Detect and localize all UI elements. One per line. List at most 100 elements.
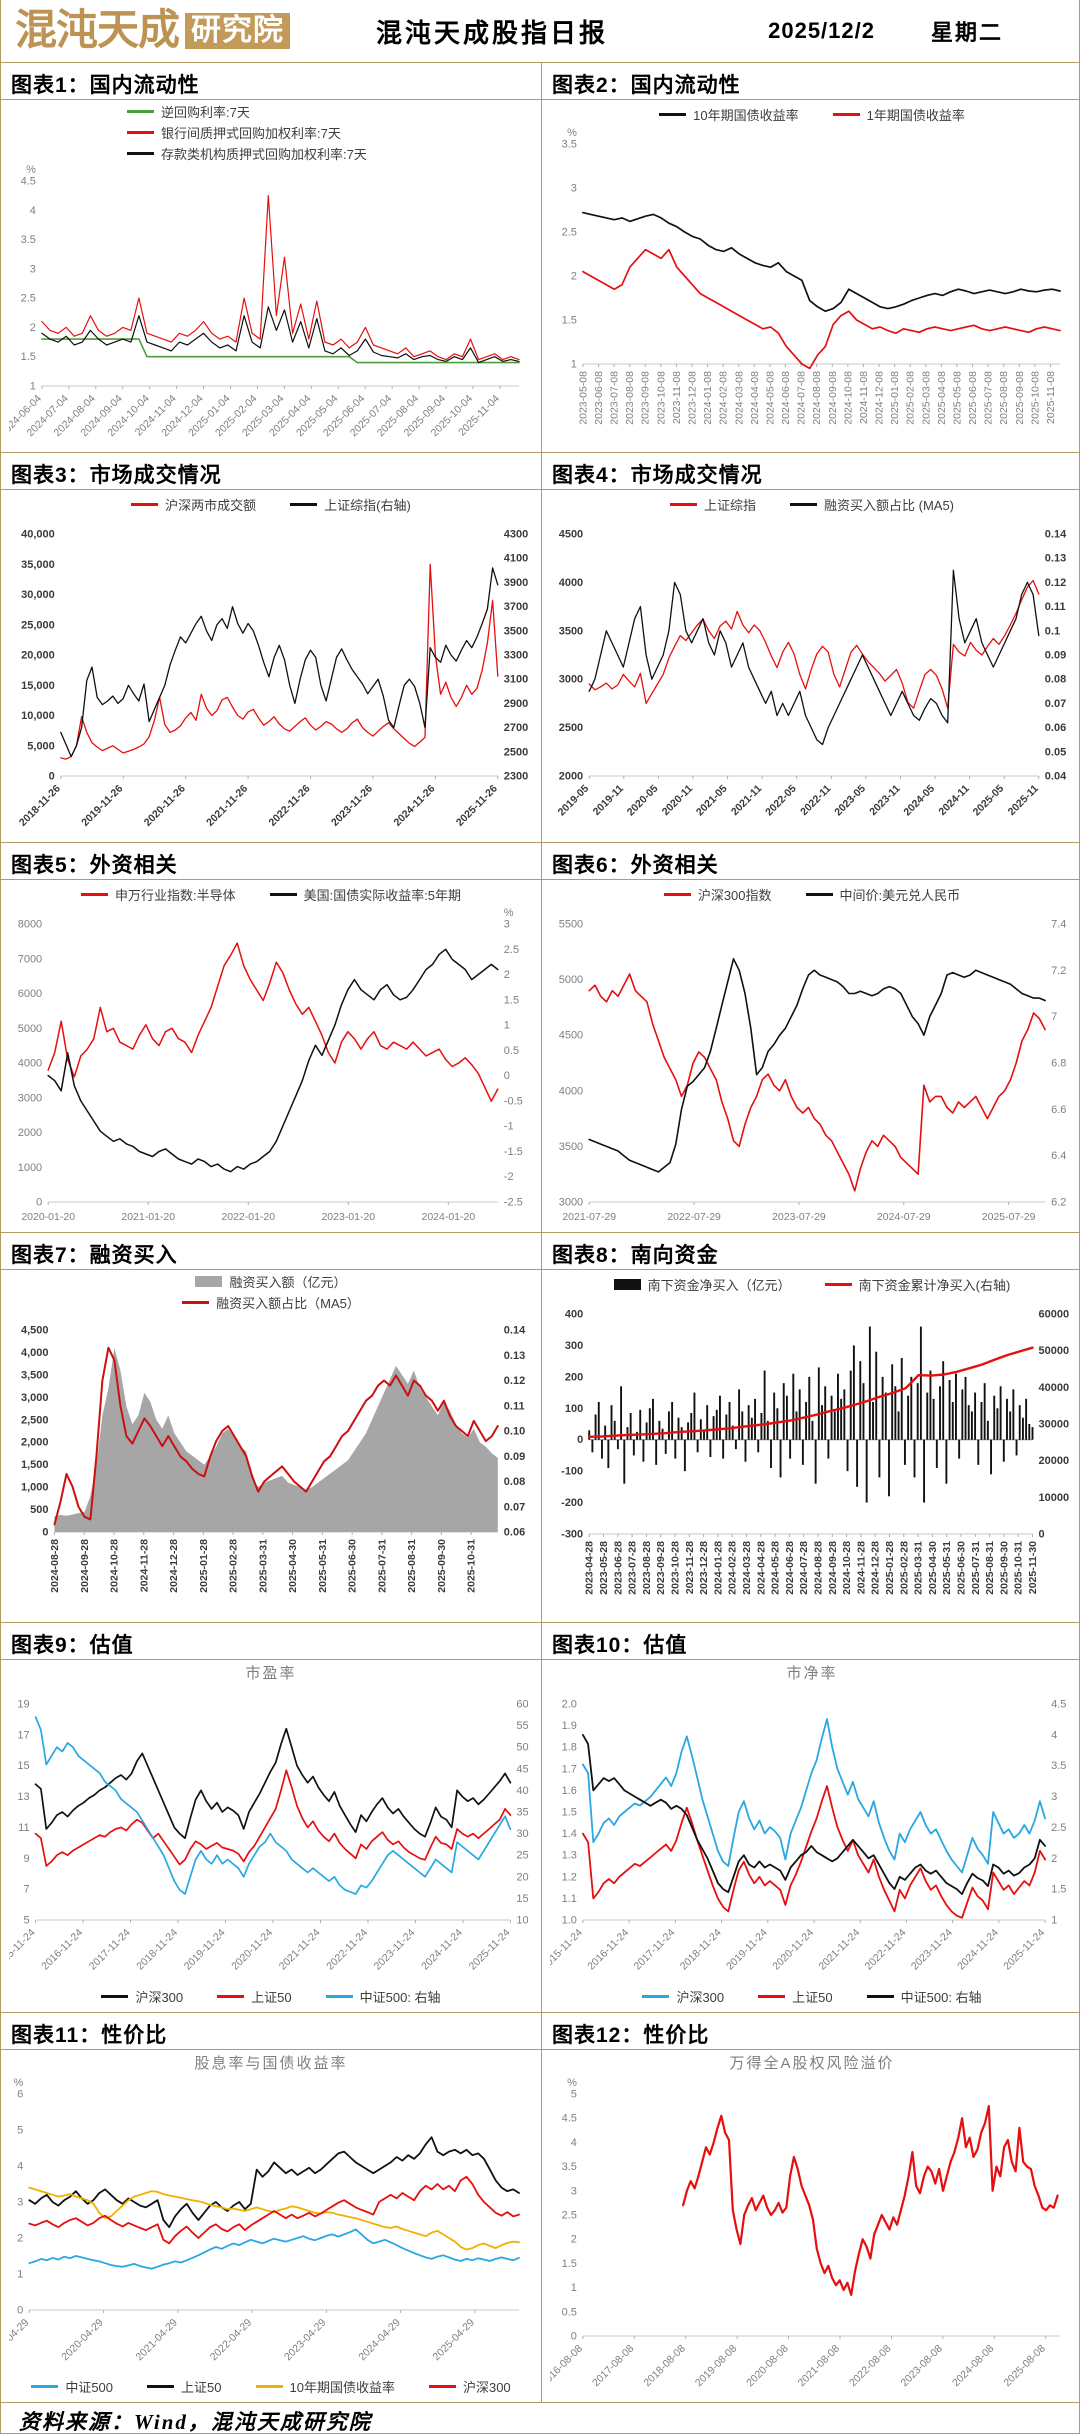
figure-cell-1: 逆回购利率:7天 银行间质押式回购加权利率:7天 存款类机构质押式回购加权利率:7天… [1,100,542,452]
axis-tick-label: 2024-08-08 [950,2343,997,2390]
figure-title-1: 图表1：国内流动性 [1,62,542,100]
bar [728,1402,731,1440]
axis-tick-label: 2025-09-08 [1014,371,1026,425]
bar [715,1409,718,1440]
axis-tick-label: 2022-11-24 [863,1927,909,1973]
axis-tick-label: 30 [516,1828,528,1840]
bar [597,1402,600,1440]
bar [986,1420,989,1440]
chart-canvas: 0 1000 2000 3000 4000 5000 6000 7000 8000 -2.5 -2 -… [18,907,523,1223]
line-series [28,2186,520,2251]
legend-label: 申万行业指数:半导体 [114,887,236,903]
axis-tick-label: 50 [516,1742,528,1754]
axis-tick-label: 2023-04-28 [584,1541,596,1595]
bar [846,1439,849,1472]
axis-tick-label: 0.09 [1045,650,1066,662]
bar [744,1439,747,1462]
axis-tick-label: 2.5 [1051,1822,1066,1834]
axis-tick-label: 2016-11-24 [585,1927,631,1973]
figure-title-7: 图表7：融资买入 [1,1232,542,1270]
axis-tick-label: 1 [1051,1915,1057,1927]
axis-tick-label: 0.1 [1045,625,1060,637]
legend-label: 10年期国债收益率 [289,2379,395,2395]
bar [919,1326,922,1440]
axis-tick-label: 2000 [18,1127,42,1139]
axis-tick-label: 3 [1051,1791,1057,1803]
axis-tick-label: -1.5 [504,1146,523,1158]
axis-tick-label: 2022-11 [798,783,833,818]
axis-tick-label: 1.5 [1051,1884,1066,1896]
bar [945,1439,948,1484]
legend-item: 上证50 [217,1987,292,2006]
legend-swatch-line [758,1994,786,1998]
figure-title-2: 图表2：国内流动性 [542,62,1080,100]
axis-tick-label: 2024-07-28 [798,1541,810,1595]
bar [706,1405,709,1440]
axis-tick-label: % [567,2077,577,2089]
axis-tick-label: 2025-11-24 [467,1927,513,1973]
axis-tick-label: 2022-01-20 [221,1211,275,1223]
bar [770,1439,772,1468]
axis-tick-label: 4500 [559,1030,583,1042]
figure-title-6: 图表6：外资相关 [542,842,1080,880]
bar [993,1395,996,1440]
axis-tick-label: 2025-08-08 [998,371,1010,425]
axis-tick-label: 2025-06-30 [347,1539,359,1593]
bar [785,1395,788,1440]
axis-tick-label: 0.11 [504,1400,525,1412]
legend-label: 上证50 [251,1989,292,2005]
axis-tick-label: 0.04 [1045,771,1067,783]
axis-tick-label: 2024-03-28 [741,1541,753,1595]
legend-label: 上证综指(右轴) [324,497,411,513]
axis-tick-label: 19 [17,1699,29,1711]
bar [626,1427,629,1440]
chart-canvas: 1.0 1.1 1.2 1.3 1.4 1.5 1.6 1.7 1.8 1.9 2.0 1 1.5 2 2.… [550,1699,1066,1973]
bar [779,1439,782,1478]
axis-tick-label: 3 [571,183,577,195]
bar [750,1417,753,1440]
bar [763,1370,766,1440]
bar [935,1439,938,1468]
bar [821,1405,823,1440]
axis-tick-label: 100 [565,1403,583,1415]
chart-canvas: 11.522.533.544.5%2024-06-042024-07-04202… [9,164,520,439]
line-series [53,1346,499,1526]
legend-item: 上证50 [147,2377,222,2396]
axis-tick-label: 2025-06-30 [956,1541,968,1595]
bar [967,1405,970,1440]
axis-tick-label: -100 [561,1466,583,1478]
axis-tick-label: 2500 [504,746,528,758]
axis-tick-label: 2025-09-30 [436,1539,448,1593]
axis-tick-label: 2025-03-08 [920,371,932,425]
axis-tick-label: 2025-04-30 [287,1539,299,1593]
axis-tick-label: 2017-08-08 [590,2343,637,2390]
bar [830,1395,833,1440]
axis-tick-label: 2023-11-28 [684,1541,696,1594]
axis-tick-label: 2025-11-24 [1001,1927,1047,1973]
axis-tick-label: 6.4 [1051,1150,1066,1162]
bar [929,1370,932,1440]
bar [907,1395,910,1440]
legend-label: 沪深300指数 [697,887,772,903]
axis-tick-label: 25,000 [21,619,55,631]
axis-tick-label: 1.5 [562,315,577,327]
axis-tick-label: 2024-11-28 [855,1541,867,1594]
axis-tick-label: 2021-11 [729,783,764,818]
axis-tick-label: 2023-10-08 [655,371,667,425]
legend-item: 上证综指(右轴) [290,495,411,514]
legend-item: 申万行业指数:半导体 [80,885,236,904]
bar [900,1358,903,1440]
axis-tick-label: 2024-01-20 [421,1211,475,1223]
axis-tick-label: 2018-11-24 [134,1927,180,1973]
legend-item: 中间价:美元兑人民币 [805,885,960,904]
bar [955,1373,957,1440]
axis-tick-label: 4,500 [21,1325,49,1337]
axis-tick-label: 2019-11-24 [724,1927,770,1973]
line-series [41,306,520,364]
bar [913,1439,916,1478]
bar [616,1439,619,1450]
legend-label: 银行间质押式回购加权利率:7天 [161,126,341,141]
axis-tick-label: 0 [36,1197,42,1209]
axis-tick-label: 1.4 [562,1828,577,1840]
bar [932,1398,935,1440]
